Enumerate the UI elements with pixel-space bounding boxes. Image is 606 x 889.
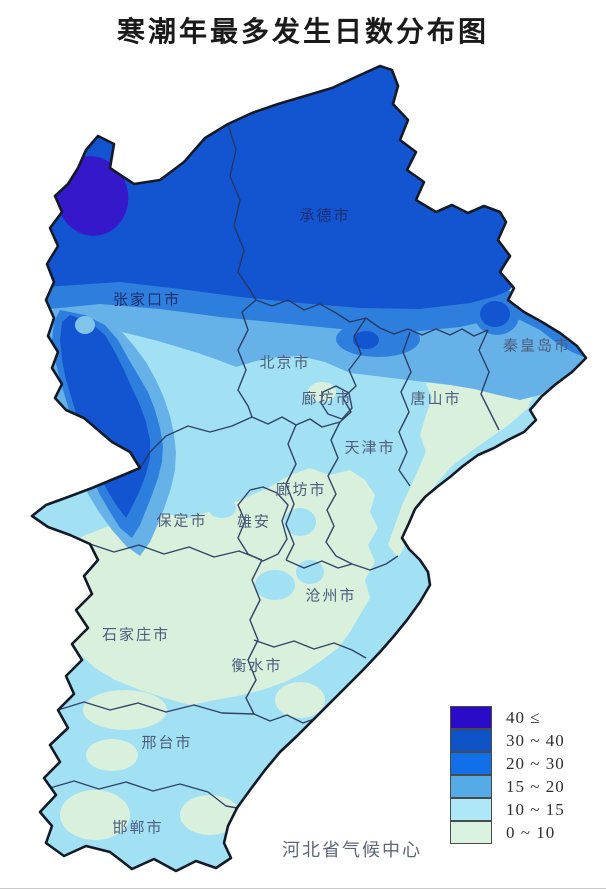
legend-swatch [450,751,492,775]
city-label: 邢台市 [141,734,192,751]
legend-swatch [450,728,492,752]
legend-entry: 10 ~ 15 [450,797,565,821]
legend-entry: 30 ~ 40 [450,728,565,752]
zone-0-10-patch [275,682,325,718]
city-label: 石家庄市 [102,625,170,643]
zone-0-10-patch [180,795,240,835]
city-label: 沧州市 [305,587,356,604]
legend-swatch [450,797,492,821]
city-label: 承德市 [299,206,350,224]
legend-label: 20 ~ 30 [506,753,565,773]
city-boundaries [49,123,500,809]
zone-20-30-band [40,276,586,358]
zone-0-10-patch [308,382,336,402]
credit-text: 河北省气候中心 [282,840,422,860]
city-label: 保定市 [156,512,207,529]
city-label: 秦皇岛市 [503,337,571,354]
legend-label: 40 ≤ [506,707,541,727]
city-label: 唐山市 [410,390,461,407]
legend-swatch [450,705,492,729]
legend-swatch [450,820,492,844]
zone-0-10-patch [60,790,130,840]
city-label: 北京市 [259,354,310,371]
zone-10-15-patch [284,508,316,536]
legend-label: 15 ~ 20 [506,776,565,796]
zone-10-15-patch [208,498,236,518]
city-label: 邯郸市 [112,819,163,836]
legend-entry: 40 ≤ [450,705,565,729]
city-label: 廊坊市 [275,481,326,498]
city-label: 天津市 [344,439,395,456]
zone-10-15-patch [255,570,295,600]
legend-swatch [450,774,492,798]
city-label: 廊坊市 [301,390,352,407]
city-label: 张家口市 [113,291,181,308]
legend-entry: 20 ~ 30 [450,751,565,775]
zone-10-15-patch [296,560,324,584]
zone-0-10-east-coastal [388,356,536,558]
legend-label: 0 ~ 10 [506,822,556,842]
legend-entry: 15 ~ 20 [450,774,565,798]
legend: 40 ≤ 30 ~ 40 20 ~ 30 15 ~ 20 10 ~ 15 0 ~ 10 [450,705,565,844]
zone-0-10-patch [83,690,167,730]
zone-30-40-spot-core [353,331,379,349]
legend-entry: 0 ~ 10 [450,820,565,844]
zone-30-40-spot-core [480,301,510,327]
zone-10-15-patch [36,582,68,658]
province-outline [30,64,588,873]
legend-label: 30 ~ 40 [506,730,565,750]
legend-label: 10 ~ 15 [506,799,565,819]
city-label: 衡水市 [231,657,282,674]
page-title: 寒潮年最多发生日数分布图 [116,17,489,48]
city-label: 雄安 [237,513,271,530]
zone-light-spot [75,316,95,334]
zone-0-10-patch [86,739,138,771]
